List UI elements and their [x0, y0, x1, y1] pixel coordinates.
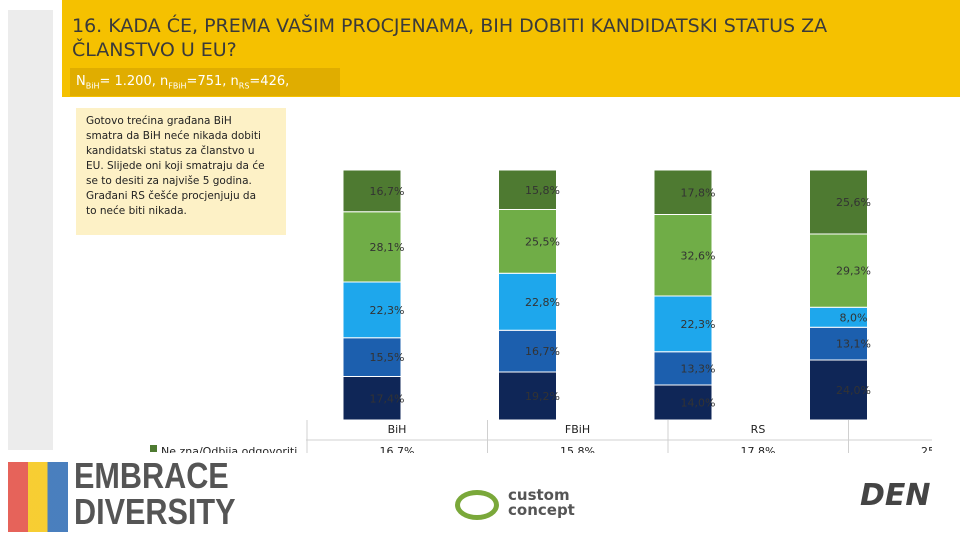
data-label: 19,2%	[525, 390, 560, 403]
table-value: 25,6%	[921, 445, 956, 458]
title: 16. KADA ĆE, PREMA VAŠIM PROCJENAMA, BIH…	[72, 14, 827, 62]
bar-segment	[498, 209, 557, 274]
data-label: 14,0%	[681, 397, 716, 410]
data-label: 13,1%	[836, 338, 871, 351]
plot: 17,4% 15,5% 22,3% 28,1% 16,7% 19,2% 16,7% 22,8%…	[150, 169, 956, 458]
data-label: 25,6%	[836, 196, 871, 209]
sample-text: =751, n	[186, 74, 239, 89]
table-value: 15,8%	[560, 445, 595, 458]
data-label: 8,0%	[840, 311, 868, 324]
left-strip	[8, 10, 53, 450]
data-table: BiH 16,7% FBiH 15,8% RS 17,8% 25,6% Ne zna/Odbi…	[150, 420, 956, 458]
bar-segment	[653, 169, 713, 215]
note-line: Gotovo trećina građana BiH	[86, 115, 232, 127]
logo-custom: custom concept	[508, 488, 575, 518]
title-line: ČLANSTVO U EU?	[72, 39, 237, 61]
logo-text: EMBRACE	[74, 455, 229, 496]
data-label: 22,8%	[525, 296, 560, 309]
table-value: 17,8%	[741, 445, 776, 458]
sample-text: N	[76, 74, 86, 89]
x-tick-label: BiH	[388, 423, 407, 436]
legend-swatch	[150, 445, 157, 452]
logo-text: concept	[508, 501, 575, 519]
data-label: 29,3%	[836, 265, 871, 278]
bar-segment	[498, 272, 557, 331]
sample-note: NBiH= 1.200, nFBiH=751, nRS=426, nDB=23	[70, 68, 340, 123]
data-label: 13,3%	[681, 362, 716, 375]
data-label: 28,1%	[370, 241, 405, 254]
data-label: 25,5%	[525, 235, 560, 248]
bar-segment	[653, 384, 713, 421]
data-label: 17,4%	[370, 392, 405, 405]
data-label: 15,8%	[525, 184, 560, 197]
logo-den: DEN	[860, 478, 931, 513]
table-value: 16,7%	[380, 445, 415, 458]
data-label: 16,7%	[370, 185, 405, 198]
logo-embrace: EMBRACE DIVERSITY	[74, 458, 236, 530]
sample-sub: RS	[238, 81, 250, 91]
bar-segment	[342, 169, 402, 213]
data-label: 17,8%	[681, 186, 716, 199]
note-box: Gotovo trećina građana BiH smatra da BiH …	[76, 108, 286, 235]
bar-segment	[342, 211, 402, 283]
x-tick-label: FBiH	[565, 423, 590, 436]
note-line: smatra da BiH neće nikada dobiti	[86, 130, 261, 142]
bar-segment	[498, 169, 557, 210]
sample-sub: BiH	[85, 81, 100, 91]
bar-segment	[809, 359, 868, 421]
legend-label: Ne zna/Odbija odgovoriti	[161, 445, 297, 458]
note-line: se to desiti za najviše 5 godina.	[86, 175, 252, 187]
data-label: 16,7%	[525, 345, 560, 358]
bar-segment	[498, 329, 557, 373]
title-line: 16. KADA ĆE, PREMA VAŠIM PROCJENAMA, BIH…	[72, 15, 828, 37]
data-label: 22,3%	[681, 318, 716, 331]
logo-mark	[8, 462, 68, 532]
bar-segment	[809, 169, 868, 235]
note-line: to neće biti nikada.	[86, 205, 187, 217]
bar-segment	[342, 337, 402, 377]
data-label: 32,6%	[681, 249, 716, 262]
logo-text: DIVERSITY	[74, 491, 236, 532]
sample-text: = 1.200, n	[99, 74, 169, 89]
bar-segment	[653, 214, 713, 297]
bar-segment	[653, 351, 713, 386]
bar-segment	[342, 281, 402, 339]
bar-segment	[653, 295, 713, 353]
sample-sub: FBiH	[168, 81, 187, 91]
note-line: EU. Slijede oni koji smatraju da će	[86, 160, 265, 172]
data-label: 22,3%	[370, 304, 405, 317]
logo-circle	[455, 490, 499, 520]
note-line: kandidatski status za članstvo u	[86, 145, 255, 157]
x-tick-label: RS	[751, 423, 766, 436]
note-line: Građani RS češće procjenjuju da	[86, 190, 257, 202]
data-label: 24,0%	[836, 384, 871, 397]
data-label: 15,5%	[370, 351, 405, 364]
logo-text: custom	[508, 486, 570, 504]
bar-segment	[342, 376, 402, 421]
bar-segment	[498, 371, 557, 421]
